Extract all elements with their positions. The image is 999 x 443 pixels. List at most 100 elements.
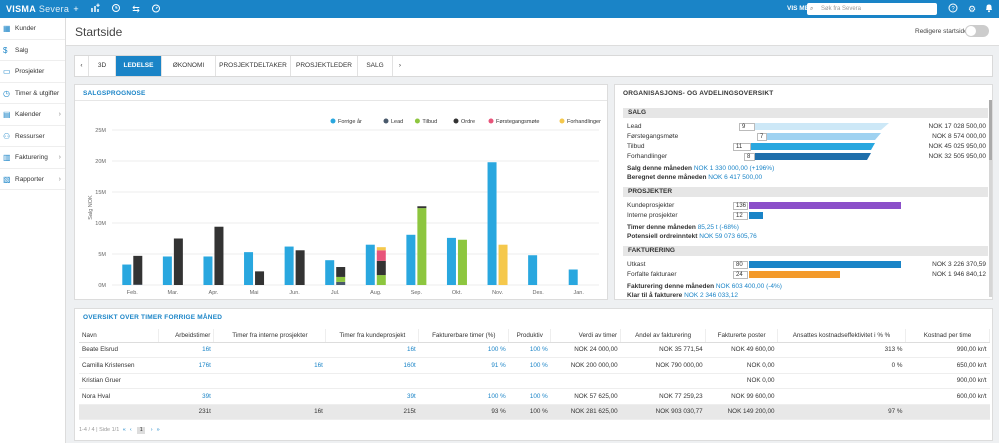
tab-prosjektleder[interactable]: PROSJEKTLEDER (291, 56, 358, 76)
col-header[interactable]: Ansattes kostnadseffektivitet i % % (777, 329, 906, 343)
tab-scroll-right[interactable]: › (393, 56, 407, 76)
svg-text:?: ? (951, 6, 955, 12)
chart-add-icon[interactable] (90, 3, 102, 15)
col-header[interactable]: Fakturerte poster (705, 329, 779, 343)
sidebar-item-rapporter[interactable]: ▧ Rapporter › (0, 169, 65, 190)
bar-tilbud-okt (457, 239, 467, 285)
table-cell: 650,00 kr/t (905, 357, 990, 374)
employee-name: Beate Elsrud (79, 342, 159, 358)
user-menu[interactable]: VIS MEG (787, 5, 815, 12)
sidebar-item-timer[interactable]: ◷ Timer & utgifter (0, 83, 65, 104)
calc-month-value[interactable]: NOK 6 417 500,00 (708, 174, 763, 181)
table-row[interactable]: Beate Elsrud 16t 16t 100 % 100 % NOK 24 000,0… (79, 342, 990, 358)
table-cell: 600,00 kr/t (905, 388, 990, 405)
amount-forfalte: NOK 1 946 840,12 (932, 271, 986, 278)
table-cell[interactable]: 160t (325, 357, 419, 374)
search-input[interactable]: ⌕ Søk fra Severa (807, 3, 937, 15)
table-cell[interactable]: 91 % (418, 357, 509, 374)
tab-ledelse[interactable]: LEDELSE (116, 56, 162, 76)
y-axis-label: Salg NOK (88, 195, 94, 220)
tab-okonomi[interactable]: ØKONOMI (162, 56, 216, 76)
ready-to-invoice-value[interactable]: NOK 2 346 033,12 (684, 292, 738, 299)
total-cell: 93 % (418, 404, 509, 420)
org-panel-scrollbar[interactable] (989, 100, 992, 297)
col-header[interactable]: Fakturerbare timer (%) (418, 329, 510, 343)
y-tick-label: 25M (95, 128, 106, 134)
table-row[interactable]: Kristian Gruer NOK 0,00 900,00 kr/t (79, 373, 990, 389)
col-header[interactable]: Navn (79, 329, 160, 343)
notifications-icon[interactable] (983, 3, 995, 15)
switch-icon[interactable]: ⇆ (132, 4, 140, 14)
potential-value[interactable]: NOK 59 073 605,76 (699, 233, 757, 240)
count-box: 136 (733, 202, 748, 210)
col-header[interactable]: Timer fra interne prosjekter (213, 329, 327, 343)
first-page-icon[interactable]: « (122, 427, 126, 433)
dashboard-tabs: ‹ 3D LEDELSE ØKONOMI PROSJEKTDELTAKER PR… (74, 55, 993, 77)
help-icon[interactable]: ? (947, 3, 959, 15)
employee-name: Nora Hval (79, 388, 159, 405)
table-cell[interactable]: 16t (213, 357, 326, 374)
tab-scroll-left[interactable]: ‹ (75, 56, 89, 76)
page-title: Startside (75, 25, 123, 39)
col-header[interactable]: Arbeidstimer (158, 329, 215, 343)
settings-gear-icon[interactable]: ⚙ (967, 4, 977, 14)
tab-prosjektdeltaker[interactable]: PROSJEKTDELTAKER (216, 56, 291, 76)
table-cell[interactable]: 39t (325, 388, 419, 405)
table-row[interactable]: Camilla Kristensen 176t 16t 160t 91 % 100 % NO… (79, 357, 990, 374)
edit-startpage-toggle[interactable] (965, 25, 989, 37)
tab-salg[interactable]: SALG (358, 56, 393, 76)
table-cell[interactable]: 100 % (508, 388, 551, 405)
col-header[interactable]: Andel av fakturering (620, 329, 707, 343)
table-cell[interactable]: 100 % (418, 388, 509, 405)
sales-month-value[interactable]: NOK 1 330 000,00 (+196%) (693, 165, 775, 172)
sidebar-item-kalender[interactable]: ▤ Kalender › (0, 104, 65, 126)
building-icon: ▦ (3, 24, 11, 33)
table-cell[interactable]: 100 % (508, 342, 551, 358)
chevron-right-icon: › (58, 175, 61, 183)
brand-logo[interactable]: VISMA Severa (6, 4, 70, 14)
bar-ordre-mai (255, 271, 265, 285)
funnel-segment-lead (751, 123, 889, 130)
hours-month-value[interactable]: 85,25 t (-68%) (697, 224, 739, 231)
x-tick-label: Apr. (209, 290, 219, 296)
last-page-icon[interactable]: » (156, 427, 160, 433)
table-cell (325, 373, 419, 389)
table-cell[interactable]: 176t (158, 357, 214, 374)
sidebar-item-prosjekter[interactable]: ▭ Prosjekter (0, 61, 65, 83)
sidebar-item-ressurser[interactable]: ⚇ Ressurser (0, 126, 65, 147)
table-cell: NOK 77 259,23 (620, 388, 706, 405)
sidebar-item-fakturering[interactable]: ▥ Fakturering › (0, 147, 65, 169)
bar-lead-jul (336, 281, 346, 285)
col-header[interactable]: Produktiv (508, 329, 552, 343)
table-row[interactable]: Nora Hval 39t 39t 100 % 100 % NOK 57 625,00 NO… (79, 388, 990, 405)
table-cell[interactable]: 16t (158, 342, 214, 358)
prev-page-icon[interactable]: ‹ (129, 427, 132, 433)
tab-3d[interactable]: 3D (89, 56, 116, 76)
table-cell[interactable]: 100 % (508, 357, 551, 374)
sidebar-item-kunder[interactable]: ▦ Kunder (0, 18, 65, 40)
count-box: 80 (733, 261, 748, 269)
add-icon[interactable]: + (73, 4, 79, 14)
bar-forrige-r-jan (568, 269, 578, 285)
invoicing-month-value[interactable]: NOK 603 400,00 (-4%) (715, 283, 782, 290)
sidebar-item-salg[interactable]: $ Salg (0, 40, 65, 61)
table-cell (620, 373, 706, 389)
next-page-icon[interactable]: › (150, 427, 153, 433)
col-header[interactable]: Verdi av timer (550, 329, 622, 343)
table-cell[interactable]: 100 % (418, 342, 509, 358)
amount-utkast: NOK 3 226 370,59 (932, 261, 986, 268)
col-header[interactable]: Timer fra kundeprosjekt (325, 329, 420, 343)
bar-forrige-r-apr (203, 256, 213, 285)
total-cell (79, 404, 159, 420)
timer-icon[interactable] (150, 3, 162, 15)
employee-name: Kristian Gruer (79, 373, 159, 389)
col-header[interactable]: Kostnad per time (905, 329, 991, 343)
table-cell[interactable]: 16t (325, 342, 419, 358)
history-icon[interactable] (110, 3, 122, 15)
panel-title: SALGSPROGNOSE (83, 90, 146, 97)
section-prosjekter: PROSJEKTER (623, 187, 988, 197)
page-number[interactable]: 1 (137, 427, 146, 434)
total-cell: 16t (213, 404, 326, 420)
panel-title: ORGANISASJONS- OG AVDELINGSOVERSIKT (623, 90, 774, 97)
table-cell[interactable]: 39t (158, 388, 214, 405)
